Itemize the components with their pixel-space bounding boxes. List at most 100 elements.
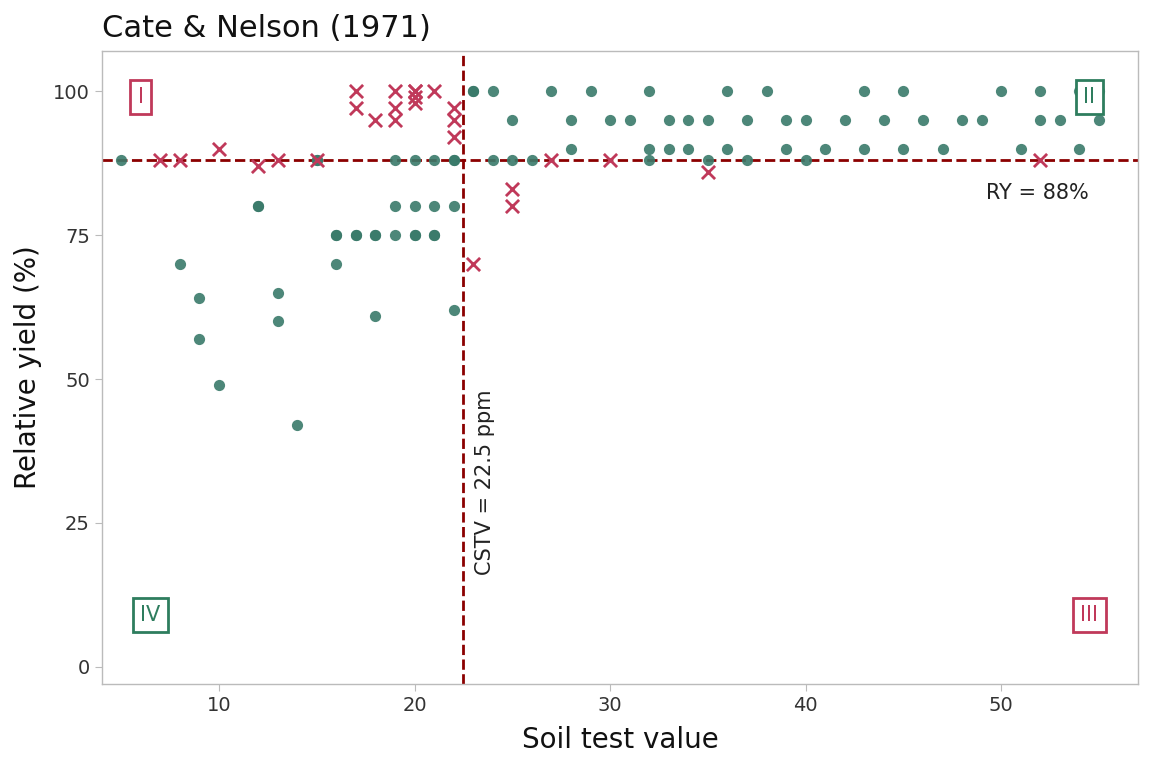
- Text: IV: IV: [141, 605, 160, 625]
- Point: [308, 154, 326, 167]
- Point: [406, 200, 424, 213]
- Point: [776, 143, 795, 155]
- Point: [406, 97, 424, 109]
- Point: [406, 85, 424, 98]
- Point: [972, 114, 991, 126]
- Point: [327, 229, 346, 241]
- Point: [543, 85, 561, 98]
- Point: [874, 114, 893, 126]
- Point: [210, 379, 228, 391]
- Point: [308, 154, 326, 167]
- Point: [425, 229, 444, 241]
- Point: [933, 143, 952, 155]
- Point: [543, 154, 561, 167]
- Point: [1090, 85, 1108, 98]
- Point: [464, 85, 483, 98]
- Point: [718, 143, 736, 155]
- Point: [894, 85, 912, 98]
- Point: [386, 200, 404, 213]
- Point: [366, 310, 385, 322]
- Text: III: III: [1081, 605, 1098, 625]
- Point: [464, 258, 483, 270]
- Point: [366, 229, 385, 241]
- Point: [366, 114, 385, 126]
- Point: [796, 114, 814, 126]
- Point: [914, 114, 932, 126]
- Point: [112, 154, 130, 167]
- Point: [484, 154, 502, 167]
- Point: [698, 154, 717, 167]
- Point: [445, 102, 463, 114]
- Text: I: I: [138, 87, 144, 107]
- Point: [1090, 114, 1108, 126]
- Point: [757, 85, 775, 98]
- Point: [327, 258, 346, 270]
- Point: [190, 333, 209, 345]
- Point: [347, 229, 365, 241]
- Point: [582, 85, 600, 98]
- Point: [503, 154, 522, 167]
- Point: [698, 166, 717, 178]
- Point: [170, 258, 189, 270]
- Text: CSTV = 22.5 ppm: CSTV = 22.5 ppm: [475, 390, 495, 575]
- Text: II: II: [1083, 87, 1096, 107]
- Point: [445, 304, 463, 316]
- Point: [835, 114, 854, 126]
- Point: [601, 114, 620, 126]
- Point: [503, 114, 522, 126]
- Point: [406, 229, 424, 241]
- Point: [210, 143, 228, 155]
- Point: [1031, 154, 1049, 167]
- Point: [445, 200, 463, 213]
- Point: [680, 114, 698, 126]
- Point: [855, 85, 873, 98]
- Point: [641, 85, 659, 98]
- Point: [1070, 143, 1089, 155]
- Point: [1051, 114, 1069, 126]
- Point: [170, 154, 189, 167]
- Point: [249, 200, 267, 213]
- Point: [601, 154, 620, 167]
- Point: [288, 419, 306, 431]
- Point: [347, 229, 365, 241]
- Point: [796, 154, 814, 167]
- Point: [425, 229, 444, 241]
- Point: [992, 85, 1010, 98]
- Point: [894, 143, 912, 155]
- Y-axis label: Relative yield (%): Relative yield (%): [14, 246, 41, 489]
- Text: RY = 88%: RY = 88%: [986, 184, 1090, 204]
- Point: [249, 160, 267, 172]
- Point: [406, 229, 424, 241]
- Point: [445, 154, 463, 167]
- Point: [503, 183, 522, 195]
- Point: [268, 316, 287, 328]
- Point: [406, 85, 424, 98]
- Point: [562, 143, 581, 155]
- Point: [503, 200, 522, 213]
- Point: [464, 85, 483, 98]
- Point: [855, 143, 873, 155]
- Point: [249, 200, 267, 213]
- Point: [523, 154, 541, 167]
- Point: [445, 114, 463, 126]
- Point: [386, 154, 404, 167]
- Point: [386, 114, 404, 126]
- Point: [445, 154, 463, 167]
- Point: [366, 229, 385, 241]
- Point: [445, 131, 463, 144]
- Point: [268, 286, 287, 299]
- Point: [327, 229, 346, 241]
- Point: [386, 229, 404, 241]
- Point: [347, 85, 365, 98]
- Point: [386, 102, 404, 114]
- Point: [698, 114, 717, 126]
- Point: [425, 200, 444, 213]
- Point: [151, 154, 169, 167]
- Point: [660, 143, 679, 155]
- Point: [1011, 143, 1030, 155]
- Point: [425, 154, 444, 167]
- Point: [268, 154, 287, 167]
- Point: [190, 293, 209, 305]
- Point: [308, 154, 326, 167]
- Point: [641, 154, 659, 167]
